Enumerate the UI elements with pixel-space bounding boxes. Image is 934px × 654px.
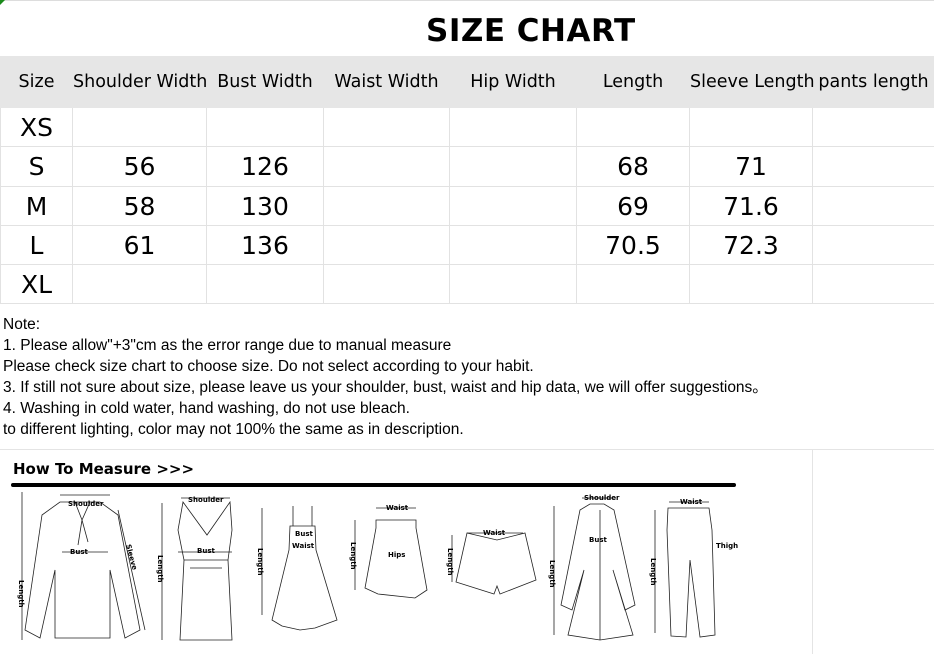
table-row: XL (0, 264, 934, 304)
measurement-cell: 130 (206, 186, 324, 226)
heading-underline (11, 483, 736, 487)
size-cell: L (0, 225, 73, 265)
size-cell: M (0, 186, 73, 226)
header-sleeve-length: Sleeve Length (689, 56, 815, 108)
measurement-cell (812, 146, 934, 187)
dress-illustration: Bust Waist Length (256, 506, 338, 631)
measurement-cell (323, 225, 450, 265)
measurement-cell: 72.3 (689, 225, 813, 265)
measurement-cell: 68 (576, 146, 690, 187)
header-row: Size Shoulder Width Bust Width Waist Wid… (0, 56, 934, 108)
measurement-cell: 71 (689, 146, 813, 187)
label-length: Length (446, 548, 454, 576)
coat-illustration: Shoulder Bust Length (548, 494, 636, 641)
measurement-cell (576, 264, 690, 304)
label-bust: Bust (589, 536, 607, 544)
table-row: M 58 130 69 71.6 (0, 186, 934, 226)
label-shoulder: Shoulder (584, 494, 620, 502)
header-waist-width: Waist Width (323, 56, 450, 108)
note-line: 4. Washing in cold water, hand washing, … (3, 400, 410, 417)
measurement-cell (449, 107, 577, 147)
measurement-cell (812, 264, 934, 304)
note-line: to different lighting, color may not 100… (3, 421, 464, 438)
measurement-cell: 56 (72, 146, 207, 187)
measurement-cell (576, 107, 690, 147)
label-length: Length (17, 580, 25, 608)
measurement-illustrations: Shoulder Bust Length Sleeve Shoulder Bus… (17, 492, 738, 641)
table-row: S 56 126 68 71 (0, 146, 934, 187)
measurement-cell (323, 186, 450, 226)
label-thigh: Thigh (716, 542, 738, 550)
cell-marker (0, 0, 5, 5)
notes: Note: 1. Please allow"+3"cm as the error… (3, 314, 768, 440)
label-waist: Waist (483, 529, 506, 537)
measurement-cell (449, 186, 577, 226)
measurement-cell: 69 (576, 186, 690, 226)
measurement-cell (689, 107, 813, 147)
label-bust: Bust (70, 548, 88, 556)
measurement-cell (323, 107, 450, 147)
header-size: Size (0, 56, 73, 108)
note-line: 1. Please allow"+3"cm as the error range… (3, 337, 452, 354)
label-length: Length (256, 548, 264, 576)
note-line: Please check size chart to choose size. … (3, 358, 534, 375)
how-to-measure-heading: How To Measure >>> (13, 460, 195, 478)
measurement-cell (72, 107, 207, 147)
blouse-illustration: Shoulder Bust Length Sleeve (17, 492, 146, 640)
pants-illustration: Waist Thigh Length (649, 498, 738, 638)
measurement-cell (449, 225, 577, 265)
header-pants-length: pants length (812, 56, 934, 108)
measurement-cell (206, 264, 324, 304)
measurement-cell: 70.5 (576, 225, 690, 265)
measurement-cell (449, 146, 577, 187)
label-waist: Waist (292, 542, 315, 550)
label-length: Length (649, 558, 657, 586)
label-shoulder: Shoulder (188, 496, 224, 504)
measurement-cell: 136 (206, 225, 324, 265)
measurement-cell (812, 225, 934, 265)
label-length: Length (156, 555, 164, 583)
label-shoulder: Shoulder (68, 500, 104, 508)
measurement-cell (812, 107, 934, 147)
label-hips: Hips (388, 551, 405, 559)
header-bust-width: Bust Width (206, 56, 324, 108)
measurement-cell (72, 264, 207, 304)
label-waist: Waist (680, 498, 703, 506)
measurement-cell (812, 186, 934, 226)
table-row: L 61 136 70.5 72.3 (0, 225, 934, 265)
label-bust: Bust (295, 530, 313, 538)
measurement-cell (323, 264, 450, 304)
skirt-illustration: Waist Hips Length (349, 504, 428, 599)
label-waist: Waist (386, 504, 409, 512)
shorts-illustration: Waist Length (446, 529, 537, 595)
label-length: Length (548, 560, 556, 588)
measurement-cell (689, 264, 813, 304)
tank-illustration: Shoulder Bust Length (156, 496, 233, 641)
size-cell: S (0, 146, 73, 187)
page-title: SIZE CHART (426, 13, 636, 49)
note-line: 3. If still not sure about size, please … (3, 379, 768, 396)
size-cell: XL (0, 264, 73, 304)
divider (0, 449, 934, 450)
header-hip-width: Hip Width (449, 56, 577, 108)
note-line: Note: (3, 316, 41, 333)
size-cell: XS (0, 107, 73, 147)
measurement-cell (449, 264, 577, 304)
measurement-cell (323, 146, 450, 187)
divider (812, 450, 813, 654)
label-bust: Bust (197, 547, 215, 555)
header-length: Length (576, 56, 690, 108)
measurement-cell: 71.6 (689, 186, 813, 226)
measurement-cell (206, 107, 324, 147)
label-length: Length (349, 542, 357, 570)
measurement-cell: 58 (72, 186, 207, 226)
measurement-cell: 61 (72, 225, 207, 265)
table-row: XS (0, 107, 934, 147)
size-table: Size Shoulder Width Bust Width Waist Wid… (0, 56, 934, 304)
header-shoulder-width: Shoulder Width (72, 56, 207, 108)
title-row: SIZE CHART (0, 0, 934, 56)
measurement-cell: 126 (206, 146, 324, 187)
